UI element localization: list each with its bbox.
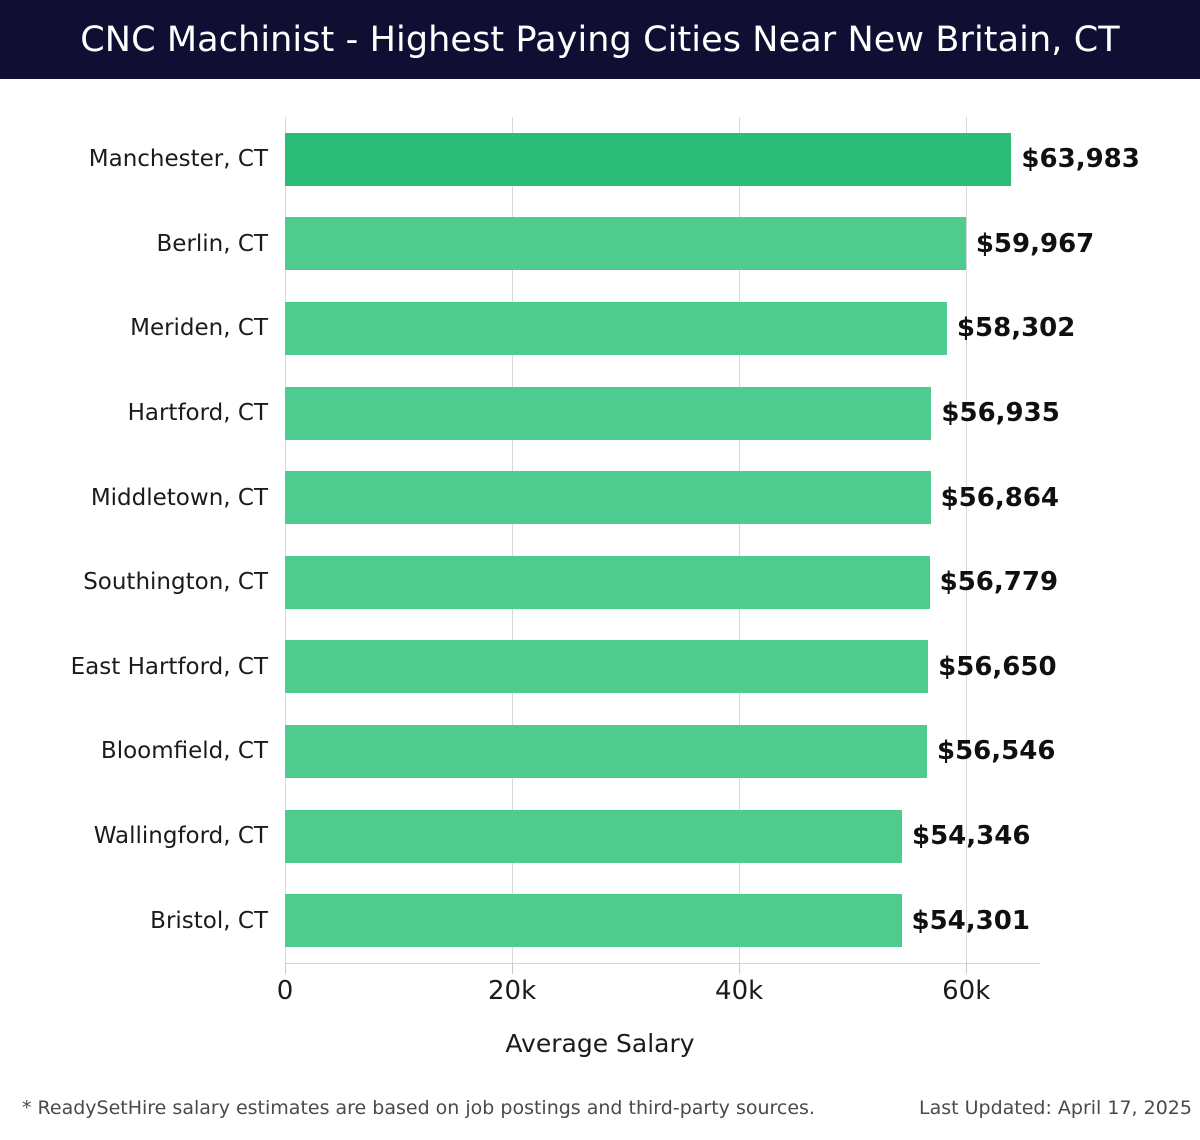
footer-last-updated: Last Updated: April 17, 2025 [918, 1097, 1192, 1119]
tick-mark [285, 963, 286, 974]
x-axis-line [285, 963, 1040, 964]
bar-row: Bloomfield, CT $56,546 [0, 709, 1200, 794]
category-label: Bristol, CT [150, 907, 268, 934]
gridline [966, 117, 968, 963]
category-label: Middletown, CT [90, 484, 268, 511]
page-title: CNC Machinist - Highest Paying Cities Ne… [80, 19, 1120, 60]
gridline [285, 117, 286, 963]
x-tick-label: 60k [942, 976, 991, 1006]
x-tick-label: 0 [276, 976, 294, 1006]
category-label: Hartford, CT [127, 400, 268, 427]
gridline [739, 117, 741, 963]
bar [285, 809, 902, 863]
bar-row: Berlin, CT $59,967 [0, 202, 1200, 287]
bar-value-label: $63,983 [1021, 144, 1140, 175]
bar [285, 217, 966, 271]
gridline [512, 117, 514, 963]
category-label: Bloomfield, CT [100, 738, 268, 765]
bar-row: Meriden, CT $58,302 [0, 286, 1200, 371]
plot-area [285, 117, 1040, 963]
x-tick-label: 20k [487, 976, 537, 1006]
bar-value-label: $54,346 [912, 821, 1031, 852]
bar-value-label: $58,302 [956, 313, 1076, 344]
bar [285, 386, 932, 440]
bar-value-label: $56,650 [938, 651, 1057, 682]
bar [285, 724, 927, 778]
chart-header: CNC Machinist - Highest Paying Cities Ne… [0, 0, 1200, 79]
bar-value-label: $56,864 [940, 482, 1060, 513]
category-label: Berlin, CT [156, 230, 268, 257]
bar-row: Bristol, CT $54,301 [0, 878, 1200, 963]
bar-row: Wallingford, CT $54,346 [0, 794, 1200, 879]
bar [285, 640, 929, 694]
bar [285, 132, 1012, 186]
category-label: East Hartford, CT [70, 653, 268, 680]
bar [285, 471, 931, 525]
tick-mark [966, 963, 968, 974]
bar-row: Manchester, CT $63,983 [0, 117, 1200, 202]
x-tick-label: 40k [715, 976, 764, 1006]
tick-mark [739, 963, 741, 974]
bar [285, 555, 930, 609]
category-label: Wallingford, CT [93, 823, 268, 850]
footer-disclaimer: * ReadySetHire salary estimates are base… [22, 1097, 815, 1119]
category-label: Southington, CT [83, 569, 268, 596]
bar-value-label: $59,967 [975, 228, 1095, 259]
bar-chart: Manchester, CT $63,983 Berlin, CT $59,967 Me… [0, 79, 1200, 1140]
bar [285, 894, 902, 948]
category-label: Meriden, CT [130, 315, 268, 342]
x-axis-title: Average Salary [505, 1029, 695, 1058]
tick-mark [512, 963, 514, 974]
category-label: Manchester, CT [88, 146, 268, 173]
bar-value-label: $56,546 [936, 736, 1056, 767]
bar-row: East Hartford, CT $56,650 [0, 625, 1200, 710]
bar-value-label: $56,779 [939, 567, 1059, 598]
bar [285, 301, 947, 355]
bar-value-label: $54,301 [911, 905, 1030, 936]
bar-value-label: $56,935 [941, 398, 1060, 429]
bar-row: Hartford, CT $56,935 [0, 371, 1200, 456]
bar-row: Middletown, CT $56,864 [0, 455, 1200, 540]
bar-row: Southington, CT $56,779 [0, 540, 1200, 625]
